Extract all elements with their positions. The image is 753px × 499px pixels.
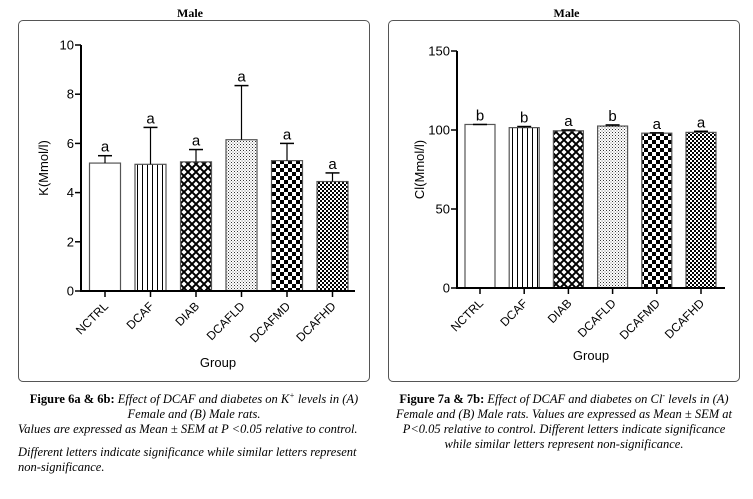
bar-dcaf [134,163,167,292]
y-tick-label: 10 [60,38,74,53]
significance-letter: b [476,107,484,124]
significance-letter: a [283,126,292,143]
x-axis-label: Group [573,348,609,363]
significance-letter: a [101,139,110,156]
y-tick-label: 8 [67,87,74,102]
significance-letter: b [608,108,616,125]
x-tick-label: NCTRL [448,296,486,334]
y-tick-label: 4 [67,185,74,200]
significance-letter: a [192,133,201,150]
bar-dcafhd [316,180,349,292]
left-caption-text: Effect of DCAF and diabetes on K [114,392,290,407]
left-chart-frame [18,20,370,382]
left-caption-para3: Different letters indicate significance … [18,445,357,475]
left-chart-title: Male [177,6,203,20]
right-caption-text-b: levels in (A) Female and (B) Male rats. … [395,392,733,452]
significance-letter: b [520,110,528,127]
x-tick-label: DCAFMD [617,296,663,342]
right-caption: Figure 7a & 7b: Effect of DCAF and diabe… [392,388,736,452]
significance-letter: a [564,113,573,130]
y-tick-label: 6 [67,136,74,151]
x-tick-label: DCAFHD [293,299,338,344]
y-tick-label: 0 [67,284,74,299]
right-chart-title: Male [553,6,580,20]
bar-diab [179,161,213,292]
left-caption-label: Figure 6a & 6b: [29,392,115,407]
bar-nctrl [464,123,496,289]
y-axis-label: Cl(Mmol/l) [412,140,427,199]
right-caption-label: Figure 7a & 7b: [399,392,485,407]
bar-dcafld [225,139,258,292]
left-caption-tail: levels in (A) [294,392,359,407]
x-tick-label: DCAFLD [204,299,248,343]
x-tick-label: DCAF [124,299,157,332]
right-caption-sup: - [662,391,666,400]
right-caption-text-a: Effect of DCAF and diabetes on Cl [484,392,663,407]
x-tick-label: DCAFMD [247,299,293,345]
left-caption-line2: Female and (B) Male rats. [127,407,261,422]
bar-dcafld [596,125,629,289]
left-caption-para2: Values are expressed as Mean ± SEM at P … [18,422,358,437]
significance-letter: a [697,114,706,131]
left-caption-sup: + [289,391,295,400]
significance-letter: a [328,156,337,173]
y-tick-label: 150 [428,44,450,59]
significance-letter: a [653,116,662,133]
x-tick-label: DCAFLD [575,296,619,340]
y-tick-label: 2 [67,234,74,249]
y-axis-label: K(Mmol/l) [36,140,51,196]
significance-letter: a [146,110,155,127]
y-tick-label: 0 [443,281,450,296]
bar-dcafhd [685,131,717,289]
right-chart: b NCTRL b DCAF a DIAB b DCAFLD a DCAFMD a DCAFHD 0 50… [412,44,725,363]
bar-dcafmd [641,132,673,289]
bar-nctrl [88,162,122,292]
left-chart: a NCTRL a DCAF a DIAB a DCAFLD a DCAFMD a DCAFHD 0 2 4… [36,38,355,370]
left-caption: Figure 6a & 6b: Effect of DCAF and diabe… [18,388,370,475]
x-axis-label: Group [200,355,236,370]
bar-dcafmd [270,160,304,292]
x-tick-label: DCAFHD [662,296,707,341]
bar-diab [552,130,585,289]
y-tick-label: 50 [436,202,450,217]
x-tick-label: NCTRL [73,299,111,337]
x-tick-label: DCAF [497,296,530,329]
y-tick-label: 100 [428,123,450,138]
right-chart-frame [388,20,740,382]
x-tick-label: DIAB [545,296,575,326]
bar-dcaf [508,127,540,289]
significance-letter: a [237,69,246,86]
x-tick-label: DIAB [172,299,202,329]
